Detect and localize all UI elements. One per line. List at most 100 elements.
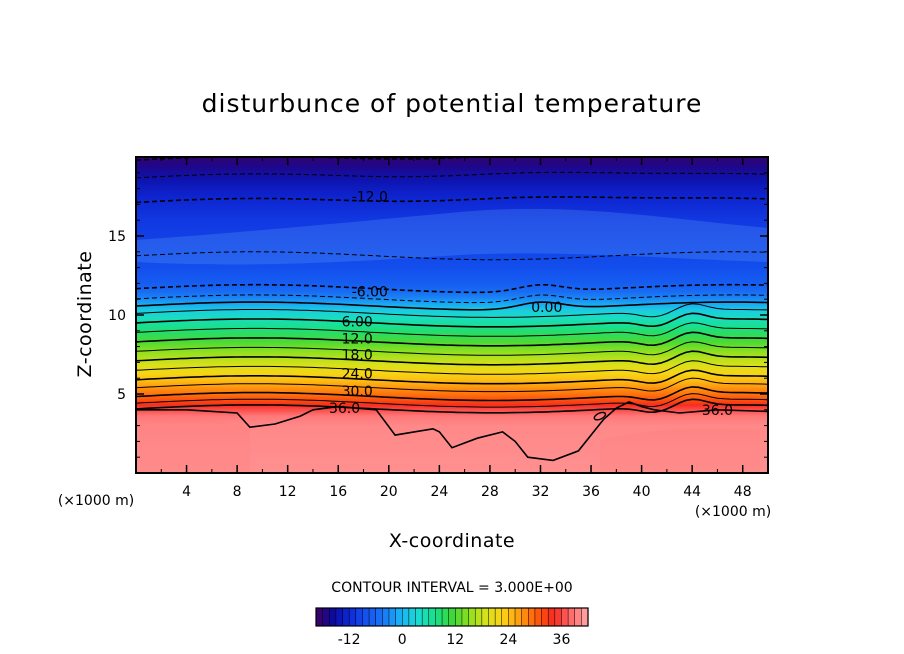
colorbar-cell — [567, 607, 576, 627]
y-axis-label: Z-coordinate — [74, 251, 96, 378]
colorbar-cell — [528, 607, 536, 627]
colorbar-cell — [514, 607, 523, 627]
x-tick-label: 48 — [734, 484, 752, 500]
x-axis-label: X-coordinate — [389, 530, 515, 552]
colorbar-frame — [315, 607, 589, 627]
colorbar-cell — [481, 607, 490, 627]
colorbar-cell — [561, 607, 569, 627]
colorbar-cell — [315, 607, 324, 627]
colorbar-cell — [581, 607, 589, 627]
colorbar-cell — [541, 607, 549, 627]
colorbar-cell — [322, 607, 330, 627]
colorbar-cell — [329, 607, 337, 627]
colorbar-cell — [455, 607, 463, 627]
colorbar-cell — [362, 607, 370, 627]
colorbar-cell — [388, 607, 397, 627]
contour-line — [136, 196, 768, 204]
surface-warm-pool-2 — [600, 428, 760, 473]
contour-line — [136, 341, 768, 356]
colorbar-cell — [342, 607, 350, 627]
colorbar-cell — [461, 607, 470, 627]
x-tick-label: 12 — [279, 484, 297, 500]
y-axis: 5 10 15 — [108, 172, 768, 458]
x-tick-label: 24 — [430, 484, 448, 500]
x-tick-label: 28 — [481, 484, 499, 500]
colorbar-cell — [348, 607, 357, 627]
contour-line — [136, 171, 768, 179]
contour-label: 36.0 — [702, 403, 733, 419]
colorbar-cell — [408, 607, 417, 627]
colorbar-cell — [415, 607, 423, 627]
colorbar-cell — [441, 607, 450, 627]
colorbar-cell — [382, 607, 390, 627]
upper-light-band — [136, 208, 768, 265]
colorbar-cell — [368, 607, 377, 627]
colorbar-tick-label: 0 — [398, 632, 407, 648]
colorbar-cell — [547, 607, 556, 627]
contour-label: 0.00 — [531, 300, 562, 316]
contour-label: -6.00 — [352, 284, 388, 300]
contour-line — [136, 303, 768, 318]
chart-title: disturbunce of potential temperature — [202, 89, 703, 118]
contour-label: 12.0 — [342, 332, 373, 348]
x-tick-label: 4 — [182, 484, 191, 500]
colorbar-tick-label: -12 — [338, 632, 361, 648]
contour-line — [136, 360, 768, 375]
x-tick-label: 20 — [380, 484, 398, 500]
contour-line — [136, 283, 768, 294]
colorbar-cell — [468, 607, 476, 627]
colorbar-cell — [355, 607, 363, 627]
y-tick-label: 15 — [108, 229, 126, 245]
colorbar-cell — [508, 607, 516, 627]
colorbar-cell — [554, 607, 563, 627]
contour-lines — [136, 157, 768, 462]
contour-line — [136, 312, 768, 328]
x-unit-right: (×1000 m) — [695, 504, 771, 520]
colorbar-cell — [474, 607, 483, 627]
contour-line — [136, 377, 768, 393]
contour-label: 36.0 — [329, 401, 360, 417]
colorbar-tick-label: 36 — [553, 632, 571, 648]
colorbar-cell — [435, 607, 443, 627]
colorbar-cell — [401, 607, 410, 627]
x-tick-label: 16 — [329, 484, 347, 500]
x-axis: 4 8 12 16 20 24 28 32 36 40 44 48 — [160, 157, 752, 500]
colorbar-cell — [395, 607, 403, 627]
contour-label: -12.0 — [352, 190, 388, 206]
contour-closed-36 — [593, 411, 607, 421]
contour-line — [136, 294, 768, 304]
colorbar-cell — [494, 607, 503, 627]
colorbar: -12 0 12 24 36 — [315, 607, 589, 648]
colorbar-cell — [501, 607, 509, 627]
colorbar-tick-label: 12 — [446, 632, 464, 648]
x-tick-label: 32 — [532, 484, 550, 500]
contour-line — [136, 331, 768, 347]
x-unit-left: (×1000 m) — [58, 493, 134, 509]
contour-line — [136, 386, 768, 402]
contour-line — [136, 251, 768, 261]
contour-interval-note: CONTOUR INTERVAL = 3.000E+00 — [331, 580, 572, 596]
colorbar-cell — [534, 607, 543, 627]
contour-line — [136, 322, 768, 337]
colorbar-cell — [375, 607, 383, 627]
contour-line — [136, 369, 768, 385]
contour-line — [136, 301, 768, 311]
x-tick-label: 36 — [582, 484, 600, 500]
contour-line — [136, 393, 768, 408]
colorbar-cell — [488, 607, 496, 627]
x-tick-label: 8 — [233, 484, 242, 500]
colorbar-cell — [421, 607, 430, 627]
contour-line — [136, 350, 768, 366]
y-tick-label: 5 — [117, 387, 126, 403]
x-tick-label: 44 — [683, 484, 701, 500]
colorbar-cell — [521, 607, 529, 627]
colorbar-cell — [335, 607, 344, 627]
contour-label: 30.0 — [342, 384, 373, 400]
colorbar-cell — [448, 607, 456, 627]
x-tick-label: 40 — [633, 484, 651, 500]
colorbar-cell — [428, 607, 436, 627]
surface-warm-pool — [140, 416, 250, 473]
colorbar-tick-label: 24 — [499, 632, 517, 648]
